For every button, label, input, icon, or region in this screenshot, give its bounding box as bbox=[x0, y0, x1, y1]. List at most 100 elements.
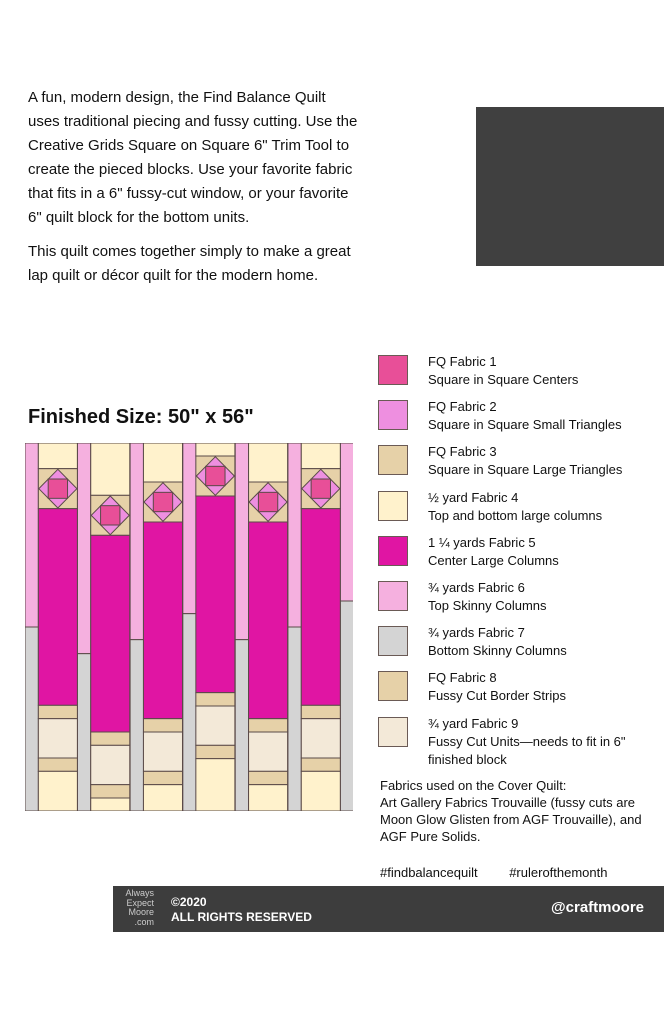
border-strip bbox=[248, 770, 289, 786]
legend-text: ½ yard Fabric 4 Top and bottom large colu… bbox=[428, 489, 664, 525]
hashtags: #findbalancequilt #rulerofthemonth bbox=[380, 865, 635, 880]
footer-bar: Always Expect Moore .com ©2020 ALL RIGHT… bbox=[113, 886, 664, 932]
fussy-cut-unit bbox=[90, 744, 131, 786]
fabric-use: Square in Square Centers bbox=[428, 372, 579, 387]
fabric-use: Center Large Columns bbox=[428, 552, 559, 568]
fussy-cut-unit bbox=[248, 731, 289, 772]
bottom-large-column bbox=[195, 758, 236, 811]
bottom-skinny-column bbox=[339, 600, 353, 811]
top-large-column bbox=[90, 443, 131, 496]
legend-text: FQ Fabric 1 Square in Square Centers bbox=[428, 353, 664, 389]
bottom-skinny-column bbox=[76, 653, 92, 811]
top-skinny-column bbox=[339, 443, 353, 602]
legend-text: ¾ yard Fabric 9 Fussy Cut Units—needs to … bbox=[428, 715, 664, 769]
finished-size-heading: Finished Size: 50" x 56" bbox=[28, 406, 254, 428]
top-skinny-column bbox=[129, 443, 144, 641]
fabric-swatch bbox=[378, 445, 408, 476]
legend-text: ¾ yards Fabric 7 Bottom Skinny Columns bbox=[428, 624, 664, 660]
quilt-diagram bbox=[25, 443, 353, 811]
bottom-skinny-column bbox=[182, 613, 197, 811]
fussy-cut-unit bbox=[37, 718, 78, 759]
top-large-column bbox=[142, 443, 183, 483]
legend-text: 1 ¼ yards Fabric 5 Center Large Columns bbox=[428, 534, 664, 570]
social-handle: @craftmoore bbox=[551, 899, 644, 916]
center-large-column bbox=[142, 521, 183, 720]
center-large-column bbox=[195, 495, 236, 694]
intro-paragraph-2: This quilt comes together simply to make… bbox=[28, 243, 351, 284]
fabric-swatch bbox=[378, 716, 408, 747]
fussy-cut-unit bbox=[300, 718, 341, 759]
center-large-column bbox=[248, 521, 289, 720]
intro-paragraph-1: A fun, modern design, the Find Balance Q… bbox=[28, 89, 358, 226]
copyright: ©2020 ALL RIGHTS RESERVED bbox=[171, 895, 312, 925]
top-skinny-column bbox=[287, 443, 302, 628]
fabric-amount: FQ Fabric 2 bbox=[428, 399, 497, 415]
bottom-large-column bbox=[248, 784, 289, 811]
fabric-swatch bbox=[378, 581, 408, 611]
legend-text: FQ Fabric 8 Fussy Cut Border Strips bbox=[428, 669, 664, 705]
border-strip bbox=[37, 757, 78, 772]
border-strip bbox=[142, 718, 183, 733]
legend-text: FQ Fabric 2 Square in Square Small Triang… bbox=[428, 398, 664, 434]
bottom-large-column bbox=[90, 797, 131, 811]
top-skinny-column bbox=[234, 443, 250, 641]
fabric-amount: ½ yard Fabric 4 bbox=[428, 489, 519, 505]
legend-text: ¾ yards Fabric 6 Top Skinny Columns bbox=[428, 579, 664, 615]
fabric-use: Top and bottom large columns bbox=[428, 507, 603, 523]
border-strip bbox=[90, 731, 131, 746]
square-center bbox=[47, 478, 69, 499]
bottom-large-column bbox=[142, 784, 183, 811]
fabric-amount: FQ Fabric 3 bbox=[428, 444, 497, 460]
border-strip bbox=[300, 704, 341, 720]
brand-logo: Always Expect Moore .com bbox=[125, 888, 154, 927]
fabric-swatch bbox=[378, 626, 408, 657]
border-strip bbox=[195, 744, 236, 760]
legend-text: FQ Fabric 3 Square in Square Large Triang… bbox=[428, 443, 664, 479]
bottom-large-column bbox=[37, 770, 78, 811]
top-large-column bbox=[300, 443, 341, 470]
border-strip bbox=[142, 770, 183, 786]
bottom-skinny-column bbox=[234, 639, 250, 811]
fabric-amount: ¾ yards Fabric 6 bbox=[428, 580, 525, 595]
border-strip bbox=[195, 692, 236, 707]
fabric-amount: ¾ yard Fabric 9 bbox=[428, 715, 519, 731]
copyright-year: ©2020 bbox=[171, 895, 207, 909]
center-large-column bbox=[37, 508, 78, 706]
center-large-column bbox=[300, 508, 341, 706]
image-placeholder bbox=[476, 107, 664, 266]
fabric-notes: Fabrics used on the Cover Quilt: Art Gal… bbox=[380, 777, 660, 845]
fabric-swatch bbox=[378, 355, 408, 385]
notes-heading: Fabrics used on the Cover Quilt: bbox=[380, 778, 567, 793]
square-center bbox=[100, 505, 121, 526]
fabric-use: Top Skinny Columns bbox=[428, 598, 547, 613]
fabric-amount: 1 ¼ yards Fabric 5 bbox=[428, 534, 536, 550]
fabric-amount: FQ Fabric 1 bbox=[428, 354, 497, 369]
bottom-skinny-column bbox=[287, 626, 302, 811]
fabric-use: Fussy Cut Units—needs to fit in 6" finis… bbox=[428, 733, 626, 767]
top-skinny-column bbox=[182, 443, 197, 615]
notes-body: Art Gallery Fabrics Trouvaille (fussy cu… bbox=[380, 795, 642, 844]
top-large-column bbox=[195, 443, 236, 457]
bottom-skinny-column bbox=[129, 639, 144, 811]
rights-reserved: ALL RIGHTS RESERVED bbox=[171, 910, 312, 924]
hashtag: #findbalancequilt bbox=[380, 865, 478, 880]
border-strip bbox=[248, 718, 289, 733]
fabric-swatch bbox=[378, 400, 408, 431]
bottom-skinny-column bbox=[25, 626, 39, 811]
fussy-cut-unit bbox=[142, 731, 183, 772]
top-skinny-column bbox=[76, 443, 92, 655]
fabric-use: Fussy Cut Border Strips bbox=[428, 688, 566, 704]
fabric-swatch bbox=[378, 535, 408, 566]
fabric-amount: FQ Fabric 8 bbox=[428, 670, 497, 686]
center-large-column bbox=[90, 534, 131, 733]
fabric-use: Bottom Skinny Columns bbox=[428, 643, 567, 659]
hashtag: #rulerofthemonth bbox=[509, 865, 608, 880]
top-large-column bbox=[248, 443, 289, 483]
border-strip bbox=[37, 704, 78, 720]
square-center bbox=[152, 491, 174, 513]
fabric-amount: ¾ yards Fabric 7 bbox=[428, 625, 525, 641]
fabric-use: Square in Square Small Triangles bbox=[428, 417, 622, 433]
square-center bbox=[257, 491, 279, 513]
fabric-swatch bbox=[378, 490, 408, 521]
